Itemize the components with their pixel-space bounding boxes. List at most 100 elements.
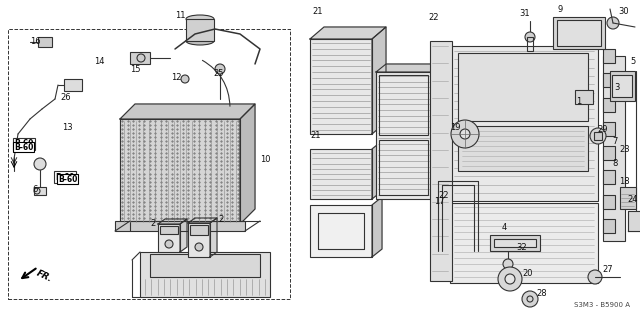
Bar — [458, 53, 588, 121]
Bar — [186, 19, 214, 41]
Circle shape — [525, 32, 535, 42]
Bar — [603, 219, 615, 233]
Polygon shape — [240, 104, 255, 224]
Circle shape — [590, 128, 606, 144]
Circle shape — [34, 158, 46, 170]
Text: B-60: B-60 — [58, 174, 77, 183]
Bar — [8, 29, 290, 299]
Bar — [490, 235, 540, 251]
Polygon shape — [376, 64, 441, 72]
Text: 32: 32 — [516, 242, 527, 251]
Polygon shape — [431, 64, 441, 199]
Bar — [450, 203, 598, 283]
Text: 9: 9 — [558, 5, 563, 14]
Text: 18: 18 — [620, 176, 630, 186]
Text: 31: 31 — [519, 10, 530, 19]
Bar — [494, 239, 536, 247]
Bar — [188, 223, 210, 257]
Bar — [603, 98, 615, 112]
Text: 26: 26 — [60, 93, 70, 101]
Polygon shape — [120, 119, 240, 224]
Text: 14: 14 — [94, 56, 104, 65]
Text: 27: 27 — [602, 264, 612, 273]
Bar — [160, 226, 178, 234]
Bar — [140, 252, 270, 297]
Bar — [603, 56, 625, 241]
Text: 21: 21 — [312, 6, 323, 16]
Circle shape — [460, 129, 470, 139]
Text: B-60: B-60 — [14, 139, 33, 149]
Bar — [612, 75, 632, 97]
Text: B-60: B-60 — [14, 143, 33, 152]
Circle shape — [137, 54, 145, 62]
Text: 28: 28 — [536, 290, 547, 299]
Circle shape — [498, 267, 522, 291]
Bar — [458, 126, 588, 171]
Text: 25: 25 — [213, 69, 223, 78]
Bar — [130, 52, 150, 64]
Text: S3M3 - B5900 A: S3M3 - B5900 A — [574, 302, 630, 308]
Bar — [64, 79, 82, 91]
Polygon shape — [310, 27, 386, 39]
Polygon shape — [372, 197, 382, 257]
Text: 30: 30 — [618, 6, 628, 16]
Text: 22: 22 — [438, 190, 449, 199]
Bar — [450, 46, 598, 201]
Bar — [603, 146, 615, 160]
Circle shape — [588, 270, 602, 284]
Text: 16: 16 — [30, 36, 40, 46]
Bar — [553, 17, 605, 49]
Bar — [190, 225, 208, 235]
Text: 4: 4 — [502, 222, 508, 232]
Text: 2: 2 — [218, 214, 223, 224]
Bar — [603, 122, 615, 136]
Text: 5: 5 — [630, 56, 636, 65]
Bar — [310, 205, 372, 257]
Polygon shape — [372, 27, 386, 134]
Circle shape — [195, 243, 203, 251]
Bar — [603, 73, 615, 87]
Bar — [594, 132, 602, 140]
Bar — [575, 90, 593, 104]
Text: 21: 21 — [310, 131, 321, 140]
Bar — [310, 149, 372, 199]
Circle shape — [215, 64, 225, 74]
Bar — [620, 187, 636, 209]
Text: 11: 11 — [175, 11, 186, 20]
Circle shape — [522, 291, 538, 307]
Polygon shape — [628, 71, 640, 231]
Bar — [150, 254, 260, 277]
Text: 7: 7 — [612, 137, 618, 145]
Bar — [379, 140, 428, 195]
Text: 8: 8 — [612, 160, 618, 168]
Text: 10: 10 — [260, 154, 271, 164]
Text: 1: 1 — [576, 97, 581, 106]
Polygon shape — [372, 141, 382, 199]
Text: 22: 22 — [428, 12, 438, 21]
Polygon shape — [210, 218, 217, 257]
Bar — [557, 20, 601, 46]
Circle shape — [503, 259, 513, 269]
Text: 24: 24 — [627, 195, 638, 204]
Bar — [430, 41, 452, 281]
Bar — [34, 187, 46, 195]
Bar — [603, 170, 615, 184]
Circle shape — [505, 274, 515, 284]
Text: 23: 23 — [620, 145, 630, 153]
Bar — [379, 75, 428, 135]
Ellipse shape — [186, 15, 214, 23]
Circle shape — [451, 120, 479, 148]
Text: 19: 19 — [450, 122, 461, 131]
Text: 12: 12 — [171, 73, 182, 83]
Bar — [527, 37, 533, 51]
Text: 2: 2 — [151, 219, 156, 228]
Text: B-60: B-60 — [55, 173, 74, 182]
Bar — [610, 71, 635, 101]
Text: 29: 29 — [598, 124, 608, 133]
Circle shape — [181, 75, 189, 83]
Bar — [603, 49, 615, 63]
Bar — [115, 221, 245, 231]
Bar — [38, 37, 52, 47]
Text: FR.: FR. — [35, 269, 54, 284]
Ellipse shape — [186, 37, 214, 45]
